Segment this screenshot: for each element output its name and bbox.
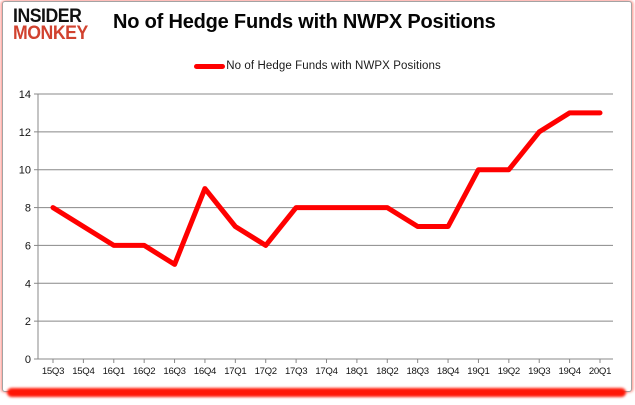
legend: No of Hedge Funds with NWPX Positions <box>0 60 635 72</box>
x-tick-label: 15Q4 <box>72 366 95 377</box>
x-tick-label: 17Q1 <box>224 366 246 377</box>
x-tick-label: 19Q1 <box>467 366 489 377</box>
chart-card <box>2 1 632 392</box>
logo-monkey-text: MONKEY <box>13 23 88 45</box>
x-tick-label: 16Q2 <box>133 366 155 377</box>
x-tick-label: 19Q3 <box>528 366 550 377</box>
red-shadow-bar <box>7 388 626 397</box>
x-tick-label: 17Q4 <box>315 366 338 377</box>
chart-title: No of Hedge Funds with NWPX Positions <box>113 11 496 33</box>
x-tick-label: 18Q4 <box>437 366 460 377</box>
x-tick-label: 17Q3 <box>285 366 307 377</box>
y-tick-label: 4 <box>25 278 31 290</box>
axis-ticks <box>34 93 601 363</box>
y-tick-label: 0 <box>25 354 31 366</box>
y-tick-labels: 0 2 4 6 8 10 12 14 <box>19 89 31 366</box>
x-tick-label: 18Q2 <box>376 366 398 377</box>
x-tick-label: 19Q2 <box>498 366 520 377</box>
x-tick-label: 15Q3 <box>42 366 64 377</box>
insider-monkey-logo: INSIDER MONKEY <box>13 6 88 45</box>
y-tick-label: 8 <box>25 203 31 215</box>
x-tick-label: 16Q1 <box>103 366 125 377</box>
series-lines <box>50 110 603 267</box>
logo-insider-text: INSIDER <box>13 6 82 27</box>
y-tick-label: 10 <box>19 165 31 177</box>
series-line <box>50 110 603 267</box>
x-tick-label: 20Q1 <box>589 366 611 377</box>
x-tick-label: 17Q2 <box>255 366 277 377</box>
y-tick-label: 12 <box>19 127 31 139</box>
x-tick-label: 18Q3 <box>407 366 429 377</box>
x-tick-label: 16Q4 <box>194 366 217 377</box>
y-tick-label: 6 <box>25 240 31 252</box>
y-tick-label: 14 <box>19 89 31 101</box>
x-tick-labels: 15Q3 15Q4 16Q1 16Q2 16Q3 16Q4 17Q1 17Q2 17Q3 17Q4… <box>42 366 612 377</box>
legend-line-swatch-icon <box>194 63 226 69</box>
x-tick-label: 16Q3 <box>163 366 185 377</box>
x-tick-label: 19Q4 <box>558 366 581 377</box>
y-tick-label: 2 <box>25 316 31 328</box>
y-gridlines <box>38 93 613 360</box>
x-tick-label: 18Q1 <box>346 366 368 377</box>
legend-label: No of Hedge Funds with NWPX Positions <box>226 60 441 72</box>
